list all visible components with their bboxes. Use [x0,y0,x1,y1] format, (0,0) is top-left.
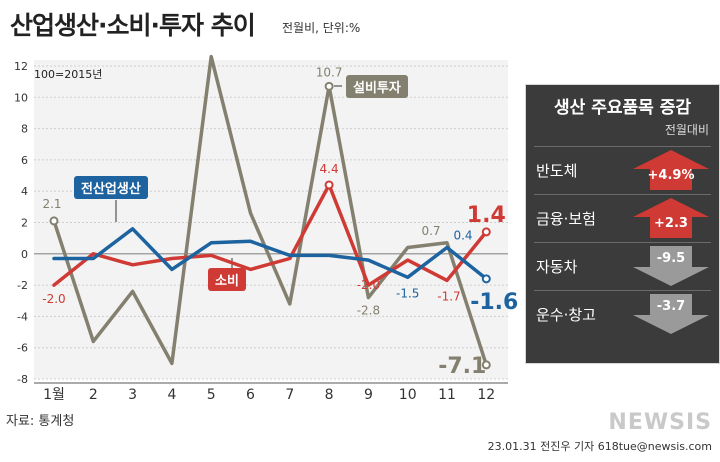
highlight-marker [481,274,491,284]
y-tick-label: -2 [17,279,28,292]
item-value: -3.7 [656,299,686,314]
row-divider [534,290,711,291]
y-tick-label: 4 [21,185,28,198]
highlight-marker [49,216,59,226]
plot-area [34,60,508,379]
panel-row-transport-storage: 운수·창고 -3.7 [526,290,719,338]
y-tick-label: 10 [14,91,28,104]
base-year-note: 100=2015년 [34,68,103,81]
chart-title: 산업생산·소비·투자 추이 [10,11,256,40]
y-tick-label: -6 [17,342,28,355]
item-name: 운수·창고 [536,306,596,324]
panel-subtitle: 전월대비 [664,123,709,137]
data-label-consumption: -2.0 [357,278,380,292]
data-label-equipment: -7.1 [438,354,486,379]
data-label-consumption: 4.4 [320,162,339,176]
item-value: +4.9% [647,168,695,183]
row-divider [534,146,711,147]
down-arrow-icon: -3.7 [632,293,710,335]
data-label-consumption: -1.7 [437,289,460,303]
data-label-equipment: 0.7 [421,224,440,238]
x-tick-label: 3 [128,387,137,403]
major-items-panel: 생산 주요품목 증감 전월대비 반도체 +4.9% 금융·보험 +2.3 자동차… [525,84,720,364]
y-tick-label: -8 [17,373,28,386]
y-tick-label: 0 [21,248,28,261]
highlight-marker [481,227,491,237]
legend-consumption: 소비 [208,268,246,291]
data-label-equipment: 10.7 [316,65,343,79]
highlight-marker [324,81,334,91]
x-tick-label: 8 [325,387,334,403]
x-tick-label: 2 [89,387,98,403]
up-arrow-icon: +2.3 [632,197,710,239]
y-tick-label: -4 [17,310,28,323]
watermark: NEWSIS [608,410,712,435]
item-value: +2.3 [654,216,688,231]
row-divider [534,242,711,243]
data-label-equipment: 2.1 [42,197,61,211]
data-label-equipment: -2.8 [357,304,380,318]
row-divider [534,194,711,195]
data-label-consumption: -2.0 [42,292,65,306]
item-value: -9.5 [656,251,686,266]
legend-equipment-investment: 설비투자 [346,75,408,98]
y-tick-label: 8 [21,123,28,136]
x-tick-label: 5 [207,387,216,403]
x-tick-label: 1월 [43,387,65,403]
y-tick-label: 2 [21,217,28,230]
item-name: 자동차 [536,258,578,276]
item-name: 금융·보험 [536,210,596,228]
x-tick-label: 9 [364,387,373,403]
data-label-total: 0.4 [453,229,472,243]
x-tick-label: 10 [399,387,417,403]
data-label-consumption: 1.4 [467,203,506,228]
x-tick-label: 12 [477,387,495,403]
up-arrow-icon: +4.9% [632,149,710,191]
x-tick-label: 6 [246,387,255,403]
panel-title: 생산 주요품목 증감 [554,98,691,118]
chart-subtitle: 전월비, 단위:% [282,21,361,35]
y-tick-label: 6 [21,154,28,167]
highlight-marker [324,180,334,190]
highlight-marker [481,360,491,370]
source-note: 자료: 통계청 [6,414,75,429]
panel-row-automobile: 자동차 -9.5 [526,242,719,290]
data-label-total: -1.6 [470,290,518,315]
y-tick-label: 12 [14,60,28,73]
legend-total-production: 전산업생산 [74,176,148,199]
x-tick-label: 11 [438,387,456,403]
x-tick-label: 4 [167,387,176,403]
panel-row-semiconductor: 반도체 +4.9% [526,146,719,194]
series-line-total [52,227,489,281]
x-tick-label: 7 [285,387,294,403]
item-name: 반도체 [536,162,578,180]
series-line-consumption [52,183,489,287]
down-arrow-icon: -9.5 [632,245,710,287]
data-label-total: -1.5 [396,286,419,300]
panel-row-finance-insurance: 금융·보험 +2.3 [526,194,719,242]
series-line-equipment [52,54,489,367]
credit-line: 23.01.31 전진우 기자 618tue@newsis.com [487,440,712,453]
